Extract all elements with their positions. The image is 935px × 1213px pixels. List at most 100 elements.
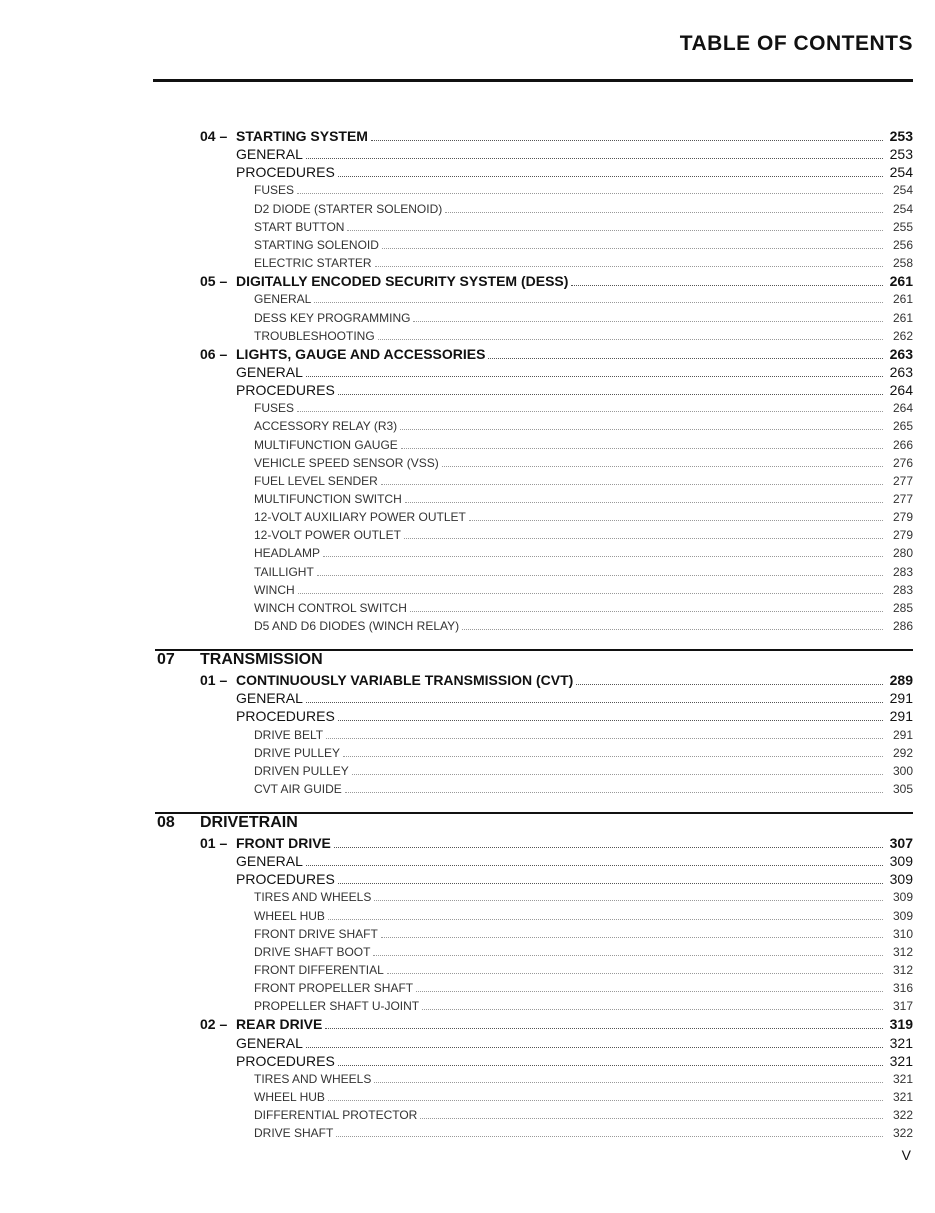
entry-title: FUSES xyxy=(254,401,295,416)
toc-entry: CONTINUOUSLY VARIABLE TRANSMISSION (CVT)… xyxy=(236,671,913,689)
dot-leader xyxy=(380,936,883,938)
toc-entry: TROUBLESHOOTING 262 xyxy=(254,327,913,345)
entry-page: 256 xyxy=(892,237,913,252)
section-title: DRIVETRAIN xyxy=(200,813,298,831)
entry-title: CONTINUOUSLY VARIABLE TRANSMISSION (CVT) xyxy=(236,672,574,689)
entry-title: PROPELLER SHAFT U-JOINT xyxy=(254,999,420,1014)
entry-page: 317 xyxy=(892,999,913,1014)
entry-title: DIFFERENTIAL PROTECTOR xyxy=(254,1108,418,1123)
toc-entry: GENERAL 263 xyxy=(236,363,913,381)
toc-entry: ACCESSORY RELAY (R3) 265 xyxy=(254,417,913,435)
entry-page: 312 xyxy=(892,944,913,959)
entry-title: GENERAL xyxy=(236,146,303,163)
dot-leader xyxy=(305,375,883,377)
entry-title: DIGITALLY ENCODED SECURITY SYSTEM (DESS) xyxy=(236,273,569,290)
toc-entry: FUSES 264 xyxy=(254,399,913,417)
entry-title: D5 AND D6 DIODES (WINCH RELAY) xyxy=(254,619,460,634)
section-rule xyxy=(155,811,913,814)
toc-entry: START BUTTON 255 xyxy=(254,218,913,236)
entry-title: TIRES AND WHEELS xyxy=(254,890,372,905)
entry-title: GENERAL xyxy=(236,363,303,380)
entry-title: PROCEDURES xyxy=(236,1052,335,1069)
toc-entry: FUEL LEVEL SENDER 277 xyxy=(254,472,913,490)
toc-entry: ELECTRIC STARTER 258 xyxy=(254,254,913,272)
dot-leader xyxy=(374,900,883,902)
entry-title: PROCEDURES xyxy=(236,708,335,725)
entry-page: 254 xyxy=(889,164,913,181)
toc-entry: DESS KEY PROGRAMMING 261 xyxy=(254,309,913,327)
dot-leader xyxy=(343,755,883,757)
toc-entry: WINCH CONTROL SWITCH 285 xyxy=(254,599,913,617)
entry-page: 286 xyxy=(892,619,913,634)
entry-page: 261 xyxy=(889,273,913,290)
entry-title: REAR DRIVE xyxy=(236,1016,323,1033)
entry-title: 12-VOLT POWER OUTLET xyxy=(254,528,401,543)
dot-leader xyxy=(305,702,883,704)
entry-title: MULTIFUNCTION GAUGE xyxy=(254,437,398,452)
toc-entry: CVT AIR GUIDE 305 xyxy=(254,780,913,798)
dot-leader xyxy=(370,140,883,141)
dot-leader xyxy=(404,502,883,503)
toc-entry: GENERAL 321 xyxy=(236,1034,913,1052)
dot-leader xyxy=(327,918,883,920)
toc-entry: REAR DRIVE 319 xyxy=(236,1015,913,1033)
entry-page: 253 xyxy=(889,146,913,163)
entry-title: ELECTRIC STARTER xyxy=(254,256,372,271)
entry-title: DRIVE PULLEY xyxy=(254,745,341,760)
dot-leader xyxy=(336,1136,883,1138)
entry-page: 261 xyxy=(892,310,913,325)
entry-page: 254 xyxy=(892,201,913,216)
entry-title: GENERAL xyxy=(236,1034,303,1051)
entry-page: 321 xyxy=(892,1071,913,1086)
dot-leader xyxy=(326,737,883,739)
section-number: 08 xyxy=(157,813,175,831)
section-number: 07 xyxy=(157,651,175,669)
entry-number: 05 – xyxy=(200,273,228,290)
entry-page: 279 xyxy=(892,528,913,543)
dot-leader xyxy=(337,176,883,178)
entry-page: 291 xyxy=(889,708,913,725)
dot-leader xyxy=(377,338,883,340)
entry-page: 283 xyxy=(892,564,913,579)
entry-title: ACCESSORY RELAY (R3) xyxy=(254,419,398,434)
entry-page: 292 xyxy=(892,745,913,760)
entry-title: GENERAL xyxy=(254,292,312,307)
entry-title: DESS KEY PROGRAMMING xyxy=(254,310,411,325)
dot-leader xyxy=(576,684,883,686)
entry-title: STARTING SOLENOID xyxy=(254,237,379,252)
toc-entry: D5 AND D6 DIODES (WINCH RELAY) 286 xyxy=(254,617,913,635)
dot-leader xyxy=(347,229,883,231)
toc-entry: PROCEDURES 309 xyxy=(236,870,913,888)
dot-leader xyxy=(314,302,883,304)
entry-page: 264 xyxy=(892,401,913,416)
dot-leader xyxy=(305,1046,883,1048)
entry-title: PROCEDURES xyxy=(236,382,335,399)
toc-entry: DRIVEN PULLEY 300 xyxy=(254,762,913,780)
entry-title: FRONT PROPELLER SHAFT xyxy=(254,981,414,996)
toc-entry: GENERAL 309 xyxy=(236,852,913,870)
dot-leader xyxy=(386,973,883,974)
dot-leader xyxy=(374,1081,883,1083)
toc-entry: GENERAL 291 xyxy=(236,689,913,707)
toc-entry: MULTIFUNCTION GAUGE 266 xyxy=(254,436,913,454)
toc-entry: D2 DIODE (STARTER SOLENOID) 254 xyxy=(254,200,913,218)
entry-title: FRONT DRIVE SHAFT xyxy=(254,926,378,941)
entry-title: HEADLAMP xyxy=(254,546,321,561)
dot-leader xyxy=(327,1100,883,1102)
dot-leader xyxy=(400,429,883,431)
toc-entry: TIRES AND WHEELS 321 xyxy=(254,1070,913,1088)
entry-title: FRONT DRIVE xyxy=(236,834,331,851)
entry-title: LIGHTS, GAUGE AND ACCESSORIES xyxy=(236,345,486,362)
entry-title: FRONT DIFFERENTIAL xyxy=(254,963,384,977)
entry-title: WINCH CONTROL SWITCH xyxy=(254,600,407,615)
dot-leader xyxy=(445,211,883,213)
dot-leader xyxy=(488,357,883,359)
entry-title: WHEEL HUB xyxy=(254,908,325,923)
entry-title: FUEL LEVEL SENDER xyxy=(254,473,378,488)
entry-title: D2 DIODE (STARTER SOLENOID) xyxy=(254,201,443,216)
toc-entry: FRONT PROPELLER SHAFT 316 xyxy=(254,979,913,997)
dot-leader xyxy=(337,1064,883,1066)
section-title: TRANSMISSION xyxy=(200,651,323,669)
toc-entry: PROCEDURES 254 xyxy=(236,163,913,181)
